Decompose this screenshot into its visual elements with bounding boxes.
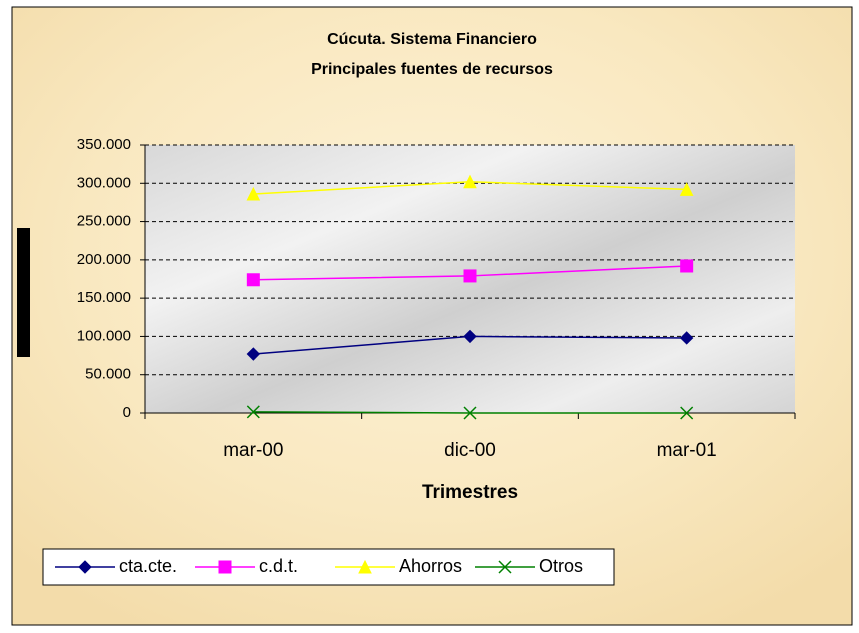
y-tick-label: 50.000 (85, 366, 131, 383)
data-point (463, 329, 477, 344)
data-point (463, 406, 477, 420)
y-tick-label: 350.000 (77, 136, 131, 153)
data-point (246, 347, 261, 361)
data-point (679, 331, 694, 345)
data-point (246, 186, 261, 201)
legend-label: c.d.t. (259, 556, 298, 576)
data-point (463, 269, 477, 283)
y-tick-label: 150.000 (77, 289, 131, 306)
data-point (463, 174, 477, 189)
legend-marker (498, 560, 512, 574)
chart-subtitle: Principales fuentes de recursos (311, 61, 553, 78)
x-tick-label: mar-01 (657, 440, 717, 461)
legend-label: Ahorros (399, 556, 462, 576)
y-tick-label: 0 (123, 404, 131, 421)
y-tick-label: 250.000 (77, 213, 131, 230)
data-point (679, 182, 694, 196)
data-point (246, 405, 260, 419)
legend-label: cta.cte. (119, 556, 177, 576)
data-point (680, 259, 694, 273)
chart-title: Cúcuta. Sistema Financiero (327, 31, 537, 48)
legend-marker (78, 560, 92, 574)
y-tick-label: 100.000 (77, 327, 131, 344)
data-point (680, 406, 694, 420)
x-tick-label: dic-00 (444, 440, 496, 461)
decorative-bar (17, 228, 30, 357)
legend-marker (358, 559, 372, 574)
data-point (246, 273, 260, 287)
y-tick-label: 300.000 (77, 174, 131, 191)
y-tick-label: 200.000 (77, 251, 131, 268)
x-axis-title: Trimestres (422, 482, 518, 503)
legend-label: Otros (539, 556, 583, 576)
x-tick-label: mar-00 (223, 440, 283, 461)
legend-marker (218, 560, 232, 574)
